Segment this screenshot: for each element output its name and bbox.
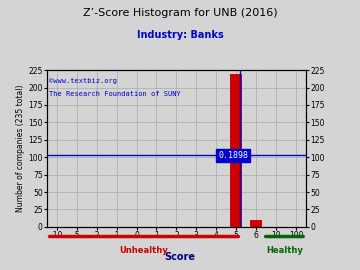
Text: Z’-Score Histogram for UNB (2016): Z’-Score Histogram for UNB (2016) [83,8,277,18]
Text: Industry: Banks: Industry: Banks [137,30,223,40]
Y-axis label: Number of companies (235 total): Number of companies (235 total) [16,85,25,212]
Text: The Research Foundation of SUNY: The Research Foundation of SUNY [49,90,181,97]
Text: Healthy: Healthy [266,246,303,255]
Bar [250,220,262,227]
Text: Score: Score [165,252,195,262]
Text: 0.1898: 0.1898 [218,151,248,160]
Text: ©www.textbiz.org: ©www.textbiz.org [49,78,117,84]
Text: Unhealthy: Unhealthy [120,246,168,255]
Bar [230,74,242,227]
